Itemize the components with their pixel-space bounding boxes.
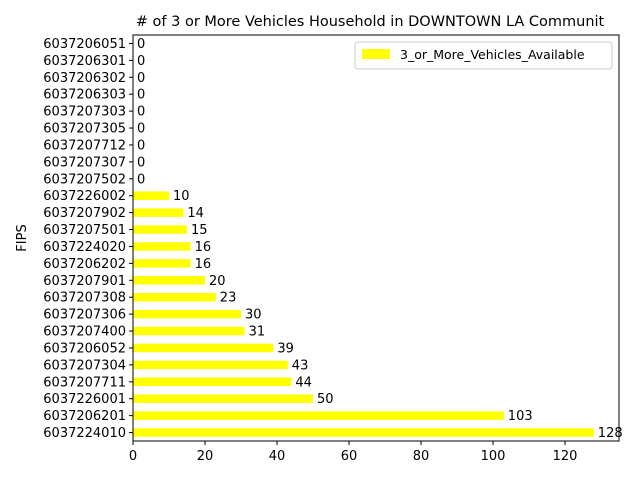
y-tick-label: 6037226001 — [43, 392, 126, 407]
y-tick-label: 6037207502 — [43, 172, 126, 187]
y-tick-label: 6037207712 — [43, 138, 126, 153]
value-label-6037207307: 0 — [137, 155, 145, 170]
value-label-6037207304: 43 — [292, 358, 309, 373]
legend-box — [354, 41, 613, 70]
bar-6037207711 — [133, 377, 292, 387]
y-axis-ticks: 6037224010 6037206201 6037226001 6037207711… — [43, 37, 133, 441]
value-label-6037224020: 16 — [195, 240, 212, 255]
bar-6037207304 — [133, 360, 288, 370]
value-label-6037226001: 50 — [317, 392, 334, 407]
legend: 3_or_More_Vehicles_Available — [354, 41, 613, 70]
bars-group — [133, 191, 594, 437]
y-tick-label: 6037207304 — [43, 358, 126, 373]
x-tick-label: 120 — [553, 449, 578, 464]
x-tick-label: 80 — [413, 449, 430, 464]
y-tick-label: 6037207308 — [43, 291, 126, 306]
value-label-6037207400: 31 — [249, 325, 266, 340]
bar-6037226002 — [133, 191, 169, 200]
value-label-6037207303: 0 — [137, 105, 145, 120]
y-tick-label: 6037207902 — [43, 206, 126, 221]
y-tick-label: 6037207400 — [43, 325, 126, 340]
chart-title: # of 3 or More Vehicles Household in DOW… — [136, 14, 605, 30]
value-label-6037206202: 16 — [195, 257, 212, 272]
bar-6037206201 — [133, 411, 504, 420]
plot-frame — [132, 34, 620, 442]
x-tick-label: 40 — [269, 449, 286, 464]
value-label-6037207306: 30 — [245, 308, 262, 323]
y-tick-label: 6037206051 — [43, 37, 126, 52]
y-tick-label: 6037224020 — [43, 240, 126, 255]
legend-swatch — [362, 49, 390, 59]
bar-6037226001 — [133, 394, 313, 403]
value-label-6037206201: 103 — [508, 409, 533, 424]
x-axis-ticks: 0 20 40 60 80 100 120 — [129, 441, 578, 464]
bar-6037207400 — [133, 326, 245, 336]
bar-6037207306 — [133, 309, 241, 319]
y-tick-label: 6037206301 — [43, 54, 126, 69]
x-tick-label: 20 — [197, 449, 214, 464]
x-tick-label: 0 — [129, 449, 137, 464]
value-label-6037207305: 0 — [137, 122, 145, 137]
x-tick-label: 60 — [341, 449, 358, 464]
legend-label: 3_or_More_Vehicles_Available — [400, 47, 585, 62]
x-tick-label: 100 — [481, 449, 506, 464]
y-tick-label: 6037207307 — [43, 155, 126, 170]
value-label-6037207308: 23 — [220, 291, 237, 306]
bar-6037224010 — [133, 428, 594, 437]
bar-6037207901 — [133, 276, 205, 285]
value-label-6037206303: 0 — [137, 88, 145, 103]
bar-6037206202 — [133, 259, 191, 268]
value-label-6037207901: 20 — [209, 274, 226, 289]
value-label-6037206301: 0 — [137, 54, 145, 69]
y-tick-label: 6037207303 — [43, 105, 126, 120]
y-tick-label: 6037206303 — [43, 88, 126, 103]
value-label-6037206052: 39 — [277, 341, 294, 356]
y-tick-label: 6037207501 — [43, 223, 126, 238]
value-label-6037226002: 10 — [173, 189, 190, 204]
value-label-6037206051: 0 — [137, 37, 145, 52]
y-tick-label: 6037207901 — [43, 274, 126, 289]
y-tick-label: 6037206302 — [43, 71, 126, 86]
bar-6037207308 — [133, 292, 216, 302]
bar-6037207501 — [133, 225, 187, 234]
value-labels-group: 1281035044433931302320161615141000000000… — [137, 37, 623, 441]
value-label-6037224010: 128 — [598, 426, 623, 441]
value-label-6037207902: 14 — [187, 206, 204, 221]
y-axis-label: FIPS — [15, 224, 30, 251]
value-label-6037206302: 0 — [137, 71, 145, 86]
y-tick-label: 6037224010 — [43, 426, 126, 441]
y-tick-label: 6037207306 — [43, 308, 126, 323]
y-tick-label: 6037206201 — [43, 409, 126, 424]
y-tick-label: 6037207711 — [43, 375, 126, 390]
bar-6037207902 — [133, 208, 184, 217]
value-label-6037207712: 0 — [137, 138, 145, 153]
y-tick-label: 6037206052 — [43, 341, 126, 356]
value-label-6037207501: 15 — [191, 223, 208, 238]
y-tick-label: 6037206202 — [43, 257, 126, 272]
bar-6037206052 — [133, 343, 274, 353]
value-label-6037207711: 44 — [295, 375, 312, 390]
y-tick-label: 6037226002 — [43, 189, 126, 204]
y-tick-label: 6037207305 — [43, 122, 126, 137]
bar-6037224020 — [133, 242, 191, 251]
value-label-6037207502: 0 — [137, 172, 145, 187]
